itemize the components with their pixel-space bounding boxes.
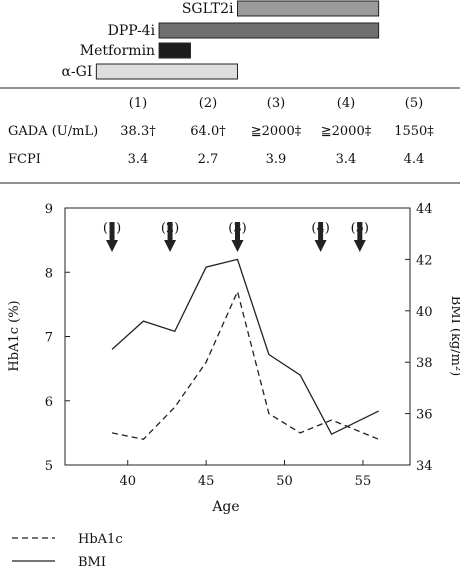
table-cell: 3.9 (266, 152, 287, 167)
table-header: (4) (337, 96, 355, 111)
arrow-head (231, 240, 244, 252)
x-tick-label: 55 (355, 474, 372, 489)
y-tick-label: 5 (45, 459, 53, 474)
y-tick-label: 7 (45, 331, 53, 346)
x-axis-title: Age (211, 499, 239, 515)
table-cell: ≧2000‡ (321, 124, 372, 139)
arrow-head (314, 240, 327, 252)
x-tick-label: 45 (198, 474, 215, 489)
table-header: (2) (199, 96, 217, 111)
legend: HbA1c BMI (12, 532, 123, 566)
table-cell: 38.3† (120, 124, 156, 139)
y-tick-label: 9 (45, 202, 53, 217)
y2-tick-label: 38 (416, 356, 433, 371)
arrow-head (106, 240, 119, 252)
therapy-label: α-GI (61, 64, 92, 80)
therapy-bar (237, 0, 380, 17)
therapy-bar (158, 42, 191, 59)
table-row-label: GADA (U/mL) (8, 124, 98, 139)
y2-tick-label: 44 (416, 202, 433, 217)
table-cell: 1550‡ (394, 124, 434, 139)
series-lines (111, 258, 379, 441)
series-line-hba1c (111, 289, 379, 441)
line-chart: HbA1c (%) BMI (kg/m²) Age 40 45 50 55567893… (7, 202, 460, 515)
y2-tick-label: 40 (416, 305, 433, 320)
arrow-shaft (357, 222, 363, 241)
therapy-bars: SGLT2i DPP-4i Metformin α-GI (61, 0, 380, 80)
therapy-label: Metformin (80, 43, 155, 59)
y2-tick-label: 42 (416, 253, 433, 268)
y-axis-title: HbA1c (%) (7, 300, 22, 371)
therapy-label: DPP-4i (108, 23, 156, 39)
event-markers: (1)(2)(3)(4)(5) (103, 221, 369, 252)
y2-tick-label: 36 (416, 408, 433, 423)
arrow-shaft (318, 222, 324, 241)
y-tick-label: 8 (45, 266, 53, 281)
therapy-label: SGLT2i (182, 1, 234, 17)
x-tick-label: 50 (276, 474, 293, 489)
arrow-head (353, 240, 366, 252)
table-cell: 3.4 (336, 152, 357, 167)
table-header: (1) (129, 96, 147, 111)
series-line-bmi (111, 258, 379, 436)
table-cell: 2.7 (198, 152, 219, 167)
table-cell: 4.4 (404, 152, 425, 167)
table-header: (3) (267, 96, 285, 111)
table-header: (5) (405, 96, 423, 111)
therapy-bar (95, 63, 239, 80)
legend-label: BMI (78, 555, 106, 566)
legend-label: HbA1c (78, 532, 123, 547)
y2-axis-title: BMI (kg/m²) (448, 296, 460, 376)
y2-tick-label: 34 (416, 459, 433, 474)
arrow-shaft (109, 222, 115, 241)
x-tick-label: 40 (119, 474, 136, 489)
arrow-shaft (235, 222, 240, 241)
lab-table: (1) (2) (3) (4) (5) GADA (U/mL) 38.3† 64.0† ≧200… (8, 96, 434, 167)
y-tick-label: 6 (45, 395, 53, 410)
table-cell: 3.4 (128, 152, 149, 167)
arrow-shaft (167, 222, 173, 241)
table-cell: ≧2000‡ (251, 124, 302, 139)
therapy-bar (158, 22, 380, 39)
table-cell: 64.0† (190, 124, 226, 139)
arrow-head (164, 240, 177, 252)
table-row-label: FCPI (8, 152, 41, 167)
